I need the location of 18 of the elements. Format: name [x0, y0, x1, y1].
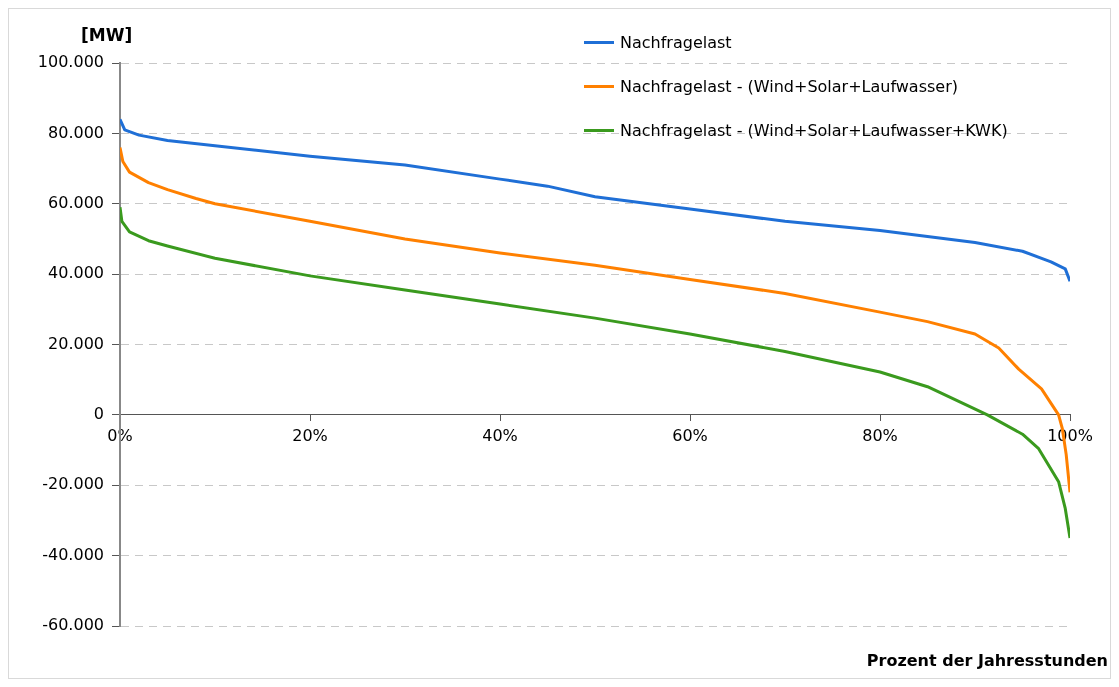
- y-tick-label: -60.000: [42, 615, 104, 635]
- x-axis-title: Prozent der Jahresstunden: [866, 651, 1108, 670]
- x-tick-label: 40%: [482, 425, 518, 445]
- x-tick-label: 20%: [292, 425, 328, 445]
- y-tick-label: 80.000: [48, 122, 104, 142]
- y-tick-label: -20.000: [42, 474, 104, 494]
- legend-label: Nachfragelast - (Wind+Solar+Laufwasser+KWK): [620, 120, 1008, 140]
- legend-label: Nachfragelast - (Wind+Solar+Laufwasser): [620, 76, 959, 96]
- y-tick-label: 60.000: [48, 192, 104, 212]
- y-tick-label: 40.000: [48, 263, 104, 283]
- y-tick-label: 0: [93, 404, 104, 424]
- y-tick-label: 20.000: [48, 333, 104, 353]
- y-tick-label: 100.000: [37, 52, 104, 72]
- x-tick-label: 60%: [672, 425, 708, 445]
- x-tick-label: 80%: [862, 425, 898, 445]
- y-tick-label: -40.000: [42, 544, 104, 564]
- y-axis-title: [MW]: [81, 25, 133, 45]
- legend-label: Nachfragelast: [620, 32, 732, 52]
